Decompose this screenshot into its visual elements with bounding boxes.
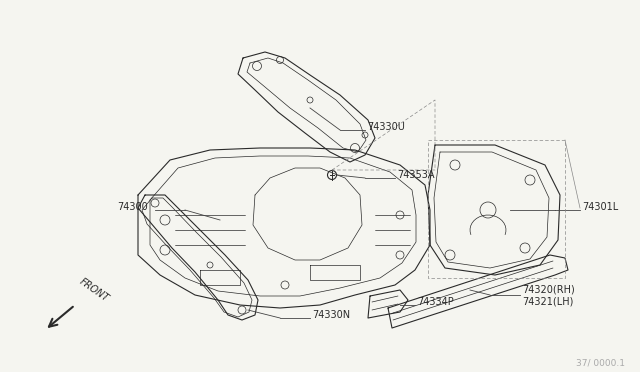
Text: 74330U: 74330U [367,122,405,132]
Text: 74334P: 74334P [417,297,454,307]
Text: 37/ 0000.1: 37/ 0000.1 [576,359,625,368]
Text: FRONT: FRONT [78,277,111,304]
Text: 74300: 74300 [117,202,148,212]
Text: 74320(RH): 74320(RH) [522,285,575,295]
Text: 74321(LH): 74321(LH) [522,297,573,307]
Text: 74301L: 74301L [582,202,618,212]
Text: 74330N: 74330N [312,310,350,320]
Text: 74353A: 74353A [397,170,435,180]
